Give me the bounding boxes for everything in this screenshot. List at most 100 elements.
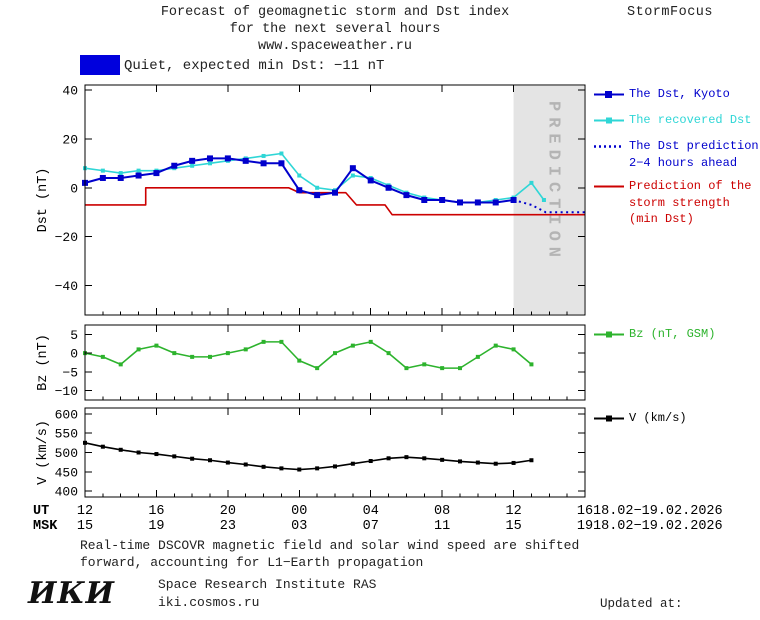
bz-line [84,341,532,369]
msk-tick-label: 11 [434,519,450,534]
v-marker [225,460,230,465]
bz-ytick-label: −5 [62,365,78,380]
legend-label: The recovered Dst [629,113,752,127]
v-marker [261,464,266,469]
bz-marker [118,362,123,367]
bz-marker [350,343,355,348]
dst-axes: 40 20 0 −20 −40 [55,83,586,316]
v-marker [136,450,141,455]
storm-strength-line [85,186,585,216]
v-marker [190,456,195,461]
legend-item-recovered-dst: The recovered Dst [594,112,751,129]
dst-kyoto-marker [457,199,463,206]
ut-date-range: 18.02−19.02.2026 [593,504,723,519]
footer-note-line-2: forward, accounting for L1−Earth propaga… [80,555,424,570]
legend-label: The Dst, Kyoto [629,87,730,101]
x-axis-labels: UTMSK1215161920230003040708111215161918.… [33,504,723,534]
bz-marker [404,366,409,371]
v-frame [84,407,586,498]
storm-strength-legend-marker-icon [594,185,624,188]
ut-row-label: UT [33,504,49,519]
dst-recovered-marker [350,173,355,178]
bz-axes: 5 0 −5 −10 [55,324,586,401]
footer-note-line-1: Real-time DSCOVR magnetic field and sola… [80,538,580,553]
storm-strength-series [85,186,585,216]
legend-label: V (km/s) [629,411,687,425]
v-marker [118,447,123,452]
dst-kyoto-marker [171,162,178,169]
v-marker [368,459,373,464]
legend-item-bz: Bz (nT, GSM) [594,326,715,343]
msk-tick-label: 23 [220,519,236,534]
v-marker [154,452,159,457]
dst-kyoto-marker [189,157,196,164]
legend-label: Prediction of the [629,179,752,193]
msk-tick-label: 19 [577,519,593,534]
bz-marker [208,354,212,359]
dst-recovered-marker [100,168,105,173]
legend-item-dst-kyoto: The Dst, Kyoto [594,86,730,103]
dst-ytick-label: −40 [55,279,78,294]
bz-marker [386,351,391,356]
dst-kyoto-legend-marker-icon [594,91,624,98]
prediction-band: PREDICTION [513,86,584,314]
v-marker [100,444,105,449]
dst-kyoto-marker [135,172,142,179]
ut-tick-label: 16 [148,504,164,519]
bz-marker [493,343,498,348]
legend-label: (min Dst) [629,212,694,226]
prediction-band-label: PREDICTION [543,101,562,263]
bz-marker [529,362,534,367]
ut-tick-label: 12 [77,504,93,519]
dst-kyoto-marker [117,174,124,181]
dst-recovered-marker [541,198,546,202]
dst-kyoto-line [84,157,514,204]
dst-recovered-marker [118,171,123,176]
v-marker [511,460,516,465]
dst-kyoto-marker [367,177,374,184]
bz-marker [225,351,230,356]
dst-kyoto-marker [332,189,338,196]
bz-marker [261,339,266,344]
v-marker [404,455,409,460]
bz-marker [440,366,445,371]
dst-kyoto-marker [278,160,285,167]
legend-item-storm-strength: Prediction of the storm strength (min Ds… [594,178,751,228]
page-title: Forecast of geomagnetic storm and Dst in… [85,4,585,55]
v-marker [529,458,534,463]
v-axes: 600 550 500 450 400 [55,407,586,500]
ut-tick-label: 12 [505,504,521,519]
dst-prediction-legend-marker-icon [594,145,624,148]
dst-kyoto-marker [224,155,231,162]
dst-kyoto-marker [403,192,410,199]
v-marker [386,456,391,461]
dst-recovered-marker [136,168,141,173]
updated-at-block: Updated at: UT 12:05, 19.02.2026 MSK 15:… [600,564,758,620]
v-marker [172,454,177,459]
dst-kyoto-marker [296,187,303,194]
v-series [83,440,534,472]
v-marker [297,467,302,472]
institute-block: Space Research Institute RAS iki.cosmos.… [158,576,376,612]
v-line [84,442,532,471]
v-panel: 600 550 500 450 400 V (km/s) [36,407,586,500]
bz-marker [279,339,284,344]
bz-ytick-label: 0 [70,347,78,362]
legend-item-dst-prediction: The Dst prediction 2−4 hours ahead [594,138,759,171]
legend-label: Bz (nT, GSM) [629,327,716,341]
dst-ylabel: Dst (nT) [36,168,51,233]
dst-kyoto-marker [492,199,499,206]
bz-legend-marker-icon [594,331,624,338]
v-marker [333,464,337,469]
msk-row-label: MSK [33,519,58,534]
ut-tick-label: 04 [363,504,379,519]
dst-ytick-label: 20 [62,132,78,147]
ut-tick-label: 16 [577,504,593,519]
ut-tick-label: 00 [291,504,307,519]
storm-level-swatch [80,55,120,75]
msk-tick-label: 07 [363,519,379,534]
bz-marker [458,366,462,371]
legend-label: 2−4 hours ahead [629,155,738,170]
v-legend-marker-icon [594,415,624,422]
